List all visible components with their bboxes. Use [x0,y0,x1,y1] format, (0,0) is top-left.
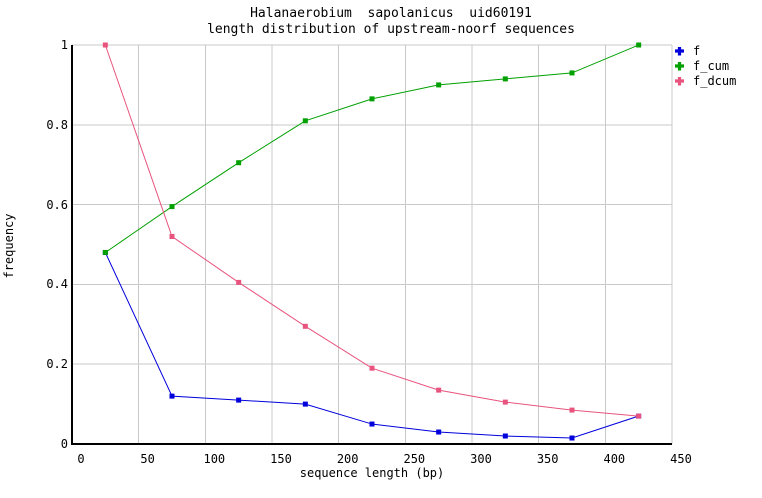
legend-entry-f-dcum: f_dcum [672,74,736,88]
data-point-f_dcum [236,279,242,285]
data-point-f_cum [502,76,508,82]
data-point-f_dcum [569,407,575,413]
series-line-f [104,252,639,439]
data-point-f_dcum [302,323,308,329]
y-tick-label: 0.6 [46,197,68,212]
data-point-f [569,435,575,441]
data-point-f [302,401,308,407]
data-point-f_dcum [102,42,108,48]
x-tick-label: 450 [670,452,692,466]
data-point-f [369,421,375,427]
data-point-f_cum [436,82,442,88]
legend-entry-f-cum: f_cum [672,59,729,73]
data-point-f_cum [169,204,175,210]
x-axis-title: sequence length (bp) [299,466,445,480]
legend-label: f_dcum [693,74,737,88]
series-marker-icon [675,76,684,86]
x-tick-label: 100 [203,452,226,466]
y-tick-label: 0 [60,437,68,451]
data-point-f_dcum [169,234,175,240]
x-tick-label: 50 [140,452,155,466]
data-point-f [502,433,508,439]
data-point-f_cum [102,249,108,255]
data-point-f_cum [636,42,642,48]
data-point-f_dcum [502,399,508,405]
data-point-f [436,429,442,435]
data-point-f_dcum [369,365,375,371]
x-tick-label: 350 [536,452,559,466]
series-marker-icon [675,61,684,71]
x-tick-label: 250 [403,452,426,466]
data-point-f_dcum [436,387,442,393]
y-tick-label: 0.8 [46,117,68,132]
series-line-f_cum [105,44,639,253]
legend-label: f [693,44,701,58]
series-marker-icon [675,46,684,56]
data-point-f_cum [236,160,242,166]
data-point-f [169,393,175,399]
y-tick-label: 1 [60,38,68,52]
legend-label: f_cum [693,59,730,73]
data-point-f [236,397,242,403]
data-point-f_cum [369,96,375,102]
data-point-f_cum [569,70,575,76]
y-tick-label: 0.2 [46,357,68,372]
x-tick-label: 0 [77,452,85,466]
data-point-f_cum [302,118,308,124]
x-tick-label: 150 [270,452,292,466]
x-tick-label: 400 [603,452,626,466]
data-point-f_dcum [636,413,642,419]
chart-subtitle: length distribution of upstream-noorf se… [207,22,575,37]
y-tick-label: 0.4 [46,277,68,292]
legend-entry-f: f [672,44,700,58]
x-tick-label: 200 [336,452,359,466]
x-tick-label: 300 [470,452,492,466]
chart-title: Halanaerobium sapolanicus uid60191 [250,6,532,21]
